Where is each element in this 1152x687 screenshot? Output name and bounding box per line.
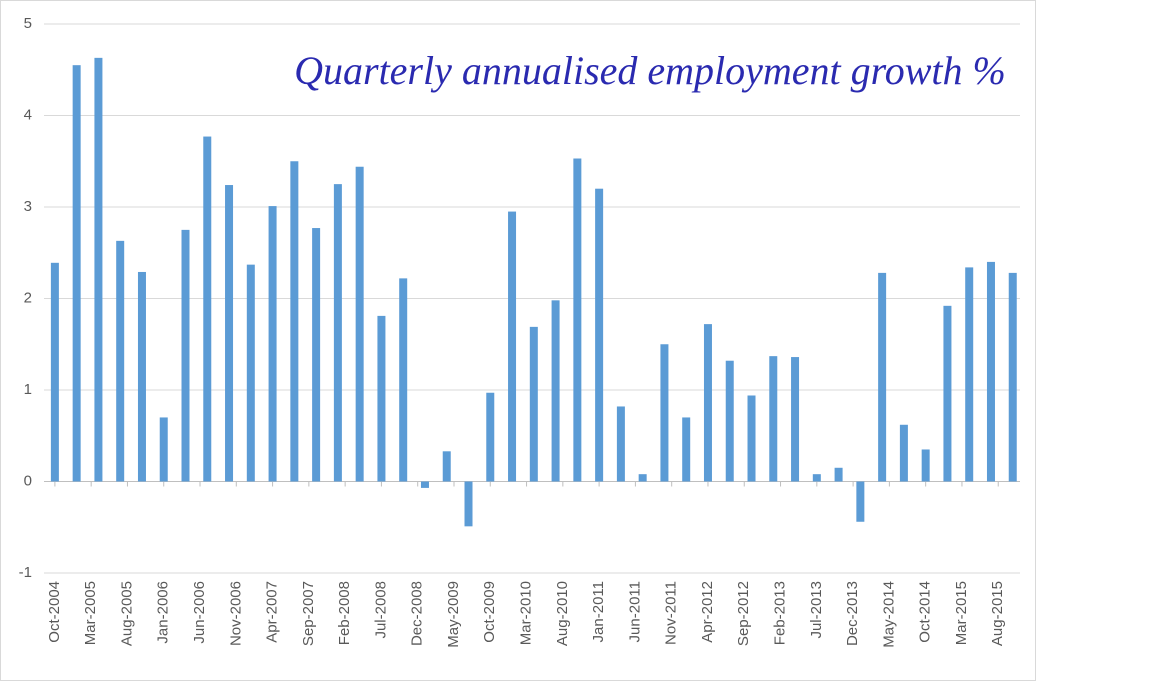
x-tick-label: Dec-2013 [844,581,861,646]
bar [290,161,299,482]
x-tick-label: Aug-2015 [989,581,1006,646]
bar [573,158,582,482]
bar [442,451,451,482]
x-tick-label: Apr-2012 [699,581,716,643]
x-tick-label: Jun-2006 [191,581,208,644]
x-tick-label: Apr-2007 [264,581,281,643]
bar [312,228,321,482]
y-tick-label: 4 [24,106,32,123]
x-tick-label: May-2009 [445,581,462,648]
bar [595,188,604,482]
x-tick-label: Mar-2015 [953,581,970,645]
x-tick-label: Aug-2010 [554,581,571,646]
x-tick-label: Aug-2005 [118,581,135,646]
bar [747,395,756,482]
x-tick-label: Sep-2012 [735,581,752,646]
bar [137,271,146,482]
bar [834,467,843,482]
x-tick-label: Sep-2007 [300,581,317,646]
x-tick-label: Jul-2013 [808,581,825,639]
bar [812,474,821,482]
bar [116,240,125,482]
bar [965,267,974,482]
bar [246,264,255,482]
bar [159,417,168,482]
bar [203,136,212,482]
x-tick-label: Jan-2006 [155,581,172,644]
x-tick-label: Oct-2004 [46,581,63,643]
x-tick-label: Feb-2008 [336,581,353,645]
x-tick-label: Oct-2009 [481,581,498,643]
bar [420,481,429,488]
x-tick-label: Nov-2006 [227,581,244,646]
y-tick-label: -1 [19,564,32,581]
x-tick-label: Jul-2008 [372,581,389,639]
bar [1008,272,1017,482]
bar [72,65,81,482]
bar [333,184,342,482]
bar [638,474,647,482]
bar [355,166,364,482]
x-tick-label: Jan-2011 [590,581,607,642]
x-tick-label: Dec-2008 [409,581,426,646]
x-tick-label: May-2014 [880,581,897,648]
x-tick-label: Feb-2013 [772,581,789,645]
bar [703,324,712,482]
bar [725,360,734,482]
x-tick-label: Jun-2011 [626,581,643,642]
bar [899,424,908,482]
bar [769,356,778,482]
bar [921,449,930,482]
y-tick-label: 0 [24,472,32,489]
bar [878,272,887,482]
chart-title: Quarterly annualised employment growth % [294,48,1006,93]
x-tick-label: Oct-2014 [917,581,934,643]
chart-frame [0,0,1036,681]
x-tick-label: Mar-2005 [82,581,99,645]
bar [943,305,952,482]
bar [616,406,625,482]
bar [551,300,560,482]
bar [529,326,538,482]
y-tick-label: 2 [24,289,32,306]
bar [377,315,386,482]
bar [464,481,473,527]
bar [268,206,277,482]
bar [50,262,59,482]
bar [94,57,103,482]
bar [486,392,495,482]
x-tick-label: Mar-2010 [518,581,535,645]
bar [660,344,669,482]
x-tick-label: Nov-2011 [663,581,680,645]
y-tick-label: 3 [24,198,32,215]
bar [225,185,234,482]
bar [986,261,995,482]
bar [856,481,865,522]
bar [181,229,190,482]
bar [791,357,800,482]
bar [508,211,517,482]
bar [399,278,408,482]
bar [682,417,691,482]
y-tick-label: 1 [24,381,32,398]
y-tick-label: 5 [24,15,32,32]
